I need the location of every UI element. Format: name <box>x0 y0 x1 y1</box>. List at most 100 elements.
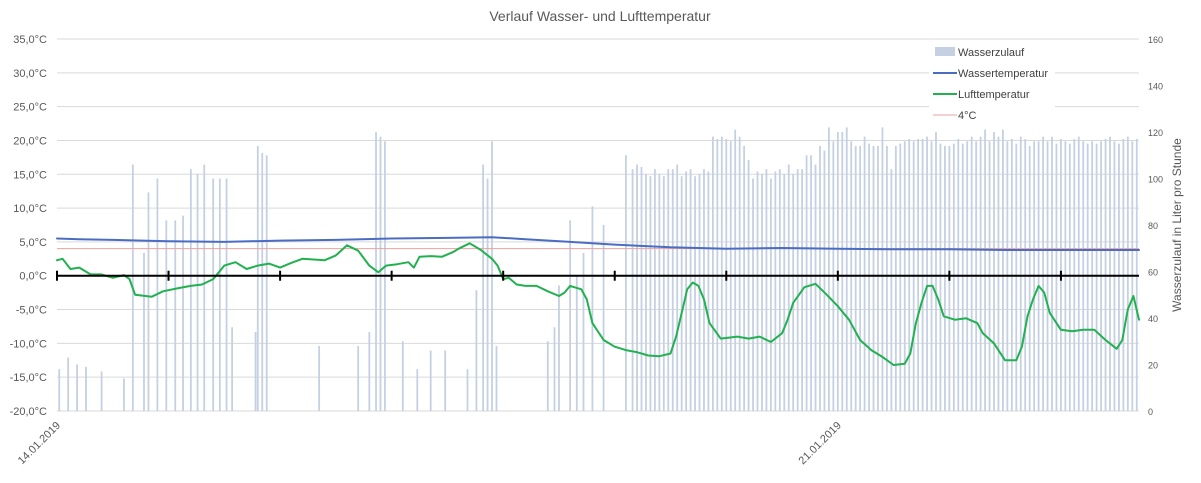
inflow-bar-36 <box>482 164 485 411</box>
inflow-bar-90 <box>814 164 817 411</box>
inflow-bar-16 <box>212 178 215 411</box>
inflow-bar-104 <box>877 145 879 411</box>
inflow-bar-75 <box>747 159 750 411</box>
inflow-bar-115 <box>926 136 928 411</box>
inflow-bar-109 <box>899 143 902 411</box>
inflow-bar-45 <box>582 252 585 411</box>
inflow-bar-53 <box>649 176 652 411</box>
left-tick-label-10: 30,0°C <box>13 68 47 80</box>
legend-label-ref: 4°C <box>958 110 977 122</box>
inflow-bar-62 <box>689 169 692 411</box>
left-tick-label-8: 20,0°C <box>13 135 47 147</box>
inflow-bar-46 <box>591 206 594 411</box>
right-tick-label-2: 40 <box>1148 314 1158 324</box>
legend-label-bars: Wasserzulauf <box>958 47 1025 59</box>
inflow-bar-58 <box>671 169 674 411</box>
x-date-label-1: 21.01.2019 <box>797 420 844 467</box>
inflow-bar-60 <box>680 176 683 411</box>
inflow-bar-3 <box>85 366 87 411</box>
inflow-bar-35 <box>475 290 478 411</box>
left-tick-label-6: 10,0°C <box>13 203 47 215</box>
inflow-bar-34 <box>466 369 469 411</box>
inflow-bar-84 <box>787 164 790 411</box>
inflow-bar-56 <box>662 176 665 411</box>
inflow-bar-39 <box>495 345 498 411</box>
inflow-bar-20 <box>254 331 257 411</box>
right-tick-label-6: 120 <box>1148 128 1163 138</box>
inflow-bar-48 <box>624 155 627 411</box>
inflow-bar-107 <box>890 169 893 411</box>
inflow-bar-44 <box>575 276 578 411</box>
inflow-bar-12 <box>182 215 184 411</box>
inflow-bar-149 <box>1077 136 1080 411</box>
inflow-bar-141 <box>1042 136 1044 411</box>
inflow-bar-83 <box>783 173 786 411</box>
inflow-bar-80 <box>769 178 772 411</box>
inflow-bar-136 <box>1019 136 1022 411</box>
inflow-bar-54 <box>653 169 656 411</box>
inflow-bar-26 <box>368 331 371 411</box>
right-tick-label-8: 160 <box>1148 35 1163 45</box>
inflow-bar-59 <box>676 164 679 411</box>
inflow-bar-101 <box>863 136 866 411</box>
inflow-bar-100 <box>859 145 862 411</box>
legend-swatch-bars <box>935 47 955 56</box>
left-tick-label-5: 5,0°C <box>19 237 47 249</box>
inflow-bar-143 <box>1051 136 1053 411</box>
inflow-bar-132 <box>1002 129 1004 412</box>
chart-title: Verlauf Wasser- und Lufttemperatur <box>489 8 711 24</box>
inflow-bar-65 <box>703 169 705 411</box>
inflow-bar-93 <box>828 127 830 411</box>
inflow-bar-1 <box>67 357 70 411</box>
inflow-bar-102 <box>868 143 870 411</box>
inflow-bar-43 <box>569 220 572 411</box>
inflow-bar-64 <box>698 173 701 411</box>
inflow-bar-10 <box>165 220 168 411</box>
inflow-bar-28 <box>379 136 382 411</box>
right-tick-label-1: 20 <box>1148 361 1158 371</box>
inflow-bar-0 <box>58 369 61 411</box>
inflow-bar-52 <box>645 173 647 411</box>
inflow-bar-49 <box>631 169 634 411</box>
inflow-bar-118 <box>939 143 942 411</box>
inflow-bar-86 <box>796 169 799 411</box>
inflow-bar-96 <box>841 132 844 411</box>
inflow-bar-47 <box>602 225 605 411</box>
right-tick-label-5: 100 <box>1148 175 1163 185</box>
inflow-bar-97 <box>845 127 848 411</box>
inflow-bar-55 <box>658 173 661 411</box>
inflow-bar-99 <box>854 145 857 411</box>
inflow-bar-121 <box>952 143 955 411</box>
inflow-bar-91 <box>819 145 821 411</box>
inflow-bar-158 <box>1118 143 1120 411</box>
inflow-bar-117 <box>935 132 937 411</box>
inflow-bar-66 <box>707 171 710 411</box>
inflow-bar-79 <box>765 169 768 411</box>
inflow-bar-17 <box>218 178 221 411</box>
inflow-bar-105 <box>881 127 884 411</box>
right-tick-label-0: 0 <box>1148 407 1153 417</box>
left-tick-label-11: 35,0°C <box>13 34 47 46</box>
inflow-bar-153 <box>1095 143 1098 411</box>
inflow-bar-151 <box>1086 143 1089 411</box>
inflow-bar-147 <box>1068 143 1071 411</box>
inflow-bar-63 <box>694 176 696 411</box>
left-tick-label-7: 15,0°C <box>13 169 47 181</box>
air-temperature-series <box>56 242 1140 366</box>
inflow-bar-33 <box>444 350 447 411</box>
inflow-bar-73 <box>738 136 741 411</box>
inflow-bar-50 <box>636 164 638 411</box>
inflow-bar-78 <box>761 173 763 411</box>
inflow-bar-76 <box>752 178 754 411</box>
inflow-bar-2 <box>76 364 78 411</box>
inflow-bar-13 <box>189 169 192 411</box>
left-tick-label-4: 0,0°C <box>19 271 47 283</box>
inflow-bar-131 <box>997 136 1000 411</box>
inflow-bar-156 <box>1109 136 1111 411</box>
legend-label-air: Lufttemperatur <box>958 89 1030 101</box>
inflow-bar-119 <box>944 145 946 411</box>
inflow-bar-138 <box>1028 145 1031 411</box>
legend-label-water: Wassertemperatur <box>958 68 1048 80</box>
left-tick-label-3: -5,0°C <box>16 305 47 317</box>
